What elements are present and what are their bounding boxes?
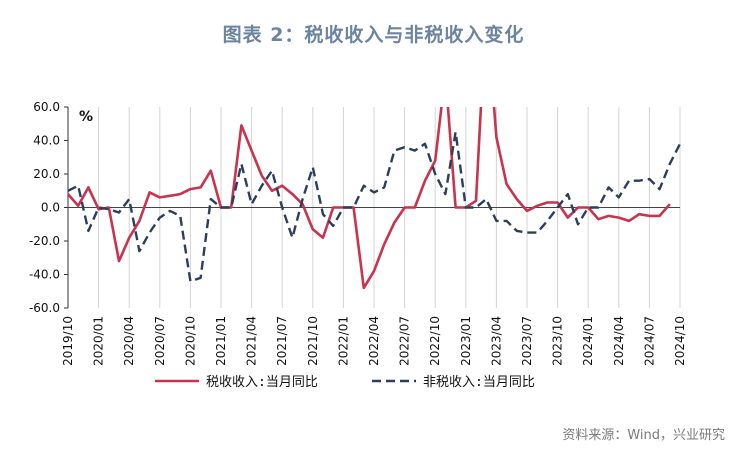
y-tick-label: -60.0 (29, 301, 60, 315)
source-note: 资料来源：Wind，兴业研究 (562, 428, 725, 443)
x-tick-label: 2021/01 (214, 316, 228, 366)
x-tick-label: 2024/10 (673, 316, 687, 366)
x-tick-label: 2021/07 (275, 316, 289, 366)
x-tick-label: 2022/10 (428, 316, 442, 366)
x-tick-label: 2020/04 (122, 316, 136, 366)
y-tick-label: 20.0 (33, 167, 60, 181)
unit-label: % (79, 109, 93, 125)
x-tick-label: 2024/07 (642, 316, 656, 366)
x-tick-label: 2023/07 (520, 316, 534, 366)
y-tick-label: 60.0 (33, 100, 60, 114)
x-tick-label: 2024/01 (581, 316, 595, 366)
x-tick-label: 2021/10 (306, 316, 320, 366)
x-tick-label: 2020/01 (92, 316, 106, 366)
x-tick-label: 2021/04 (245, 316, 259, 366)
x-tick-label: 2023/10 (551, 316, 565, 366)
y-tick-label: -20.0 (29, 234, 60, 248)
legend-label-1: 税收收入:当月同比 (206, 375, 318, 390)
y-tick-label: -40.0 (29, 268, 60, 282)
chart-axes: 2019/10 2020/01 2020/04 2020/07 2020/10 2021/… (29, 100, 687, 366)
x-tick-label: 2023/01 (459, 316, 473, 366)
legend-label-2: 非税收入:当月同比 (423, 375, 535, 390)
x-tick-label: 2022/07 (398, 316, 412, 366)
x-tick-label: 2022/04 (367, 316, 381, 366)
y-tick-label: 0.0 (41, 201, 60, 215)
chart-series (67, 107, 682, 290)
x-tick-label: 2019/10 (61, 316, 75, 366)
x-tick-label: 2020/10 (183, 316, 197, 366)
chart-title: 图表 2：税收收入与非税收入变化 (222, 24, 525, 46)
x-tick-label: 2024/04 (612, 316, 626, 366)
x-tick-label: 2023/04 (489, 316, 503, 366)
chart-legend: 税收收入:当月同比 非税收入:当月同比 (155, 375, 535, 390)
series-line-2 (67, 130, 682, 283)
series-line-1 (67, 107, 671, 290)
x-tick-label: 2020/07 (153, 316, 167, 366)
x-tick-label: 2022/01 (336, 316, 350, 366)
y-tick-label: 40.0 (33, 134, 60, 148)
